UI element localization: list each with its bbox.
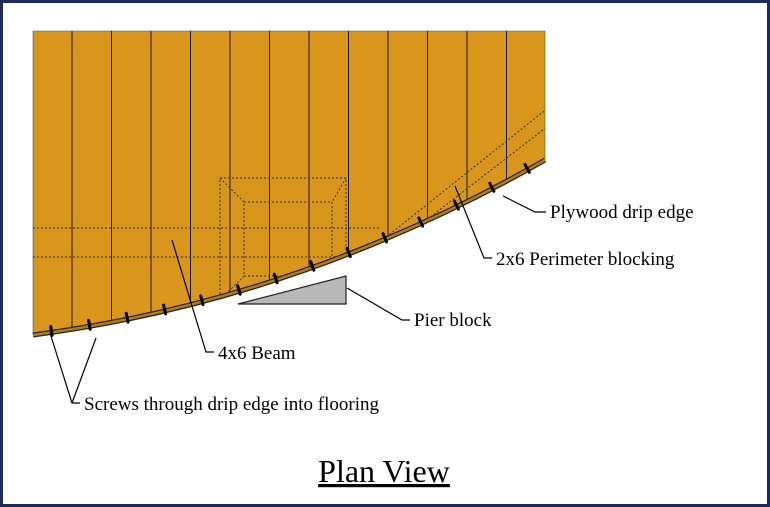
pier-corner <box>331 177 347 203</box>
screw <box>272 272 279 285</box>
drip-edge-face <box>32 158 546 337</box>
leaders <box>49 185 546 404</box>
screw <box>87 318 92 331</box>
diagram-title: Plan View <box>318 453 450 489</box>
drip-edge-leader <box>502 195 546 213</box>
screw <box>236 284 242 296</box>
plan-view-diagram: Plywood drip edge 2x6 Perimeter blocking… <box>32 30 694 489</box>
pier-block-leader <box>346 287 410 321</box>
screws <box>49 162 531 337</box>
screw <box>488 181 496 193</box>
pier-corner <box>219 177 245 203</box>
screw <box>309 260 316 272</box>
screw <box>381 232 388 244</box>
perimeter-blocking-label: 2x6 Perimeter blocking <box>496 249 675 270</box>
screw <box>452 199 460 211</box>
pier-block <box>237 275 347 305</box>
flooring-panel <box>32 30 546 336</box>
screw <box>49 325 54 337</box>
screw <box>417 216 425 228</box>
screw <box>162 303 168 316</box>
beam-leader <box>171 239 214 353</box>
perimeter-blocking-line <box>379 125 545 257</box>
screws-leader <box>71 337 97 404</box>
screws-label: Screws through drip edge into flooring <box>84 394 379 415</box>
pier-block-label: Pier block <box>414 310 492 331</box>
drip-edge-label: Plywood drip edge <box>550 202 694 223</box>
beam-label: 4x6 Beam <box>218 343 296 364</box>
screw <box>124 311 130 324</box>
screw <box>345 246 352 259</box>
screw <box>199 294 205 307</box>
perimeter-blocking-leader <box>454 185 492 259</box>
screw <box>523 162 531 174</box>
